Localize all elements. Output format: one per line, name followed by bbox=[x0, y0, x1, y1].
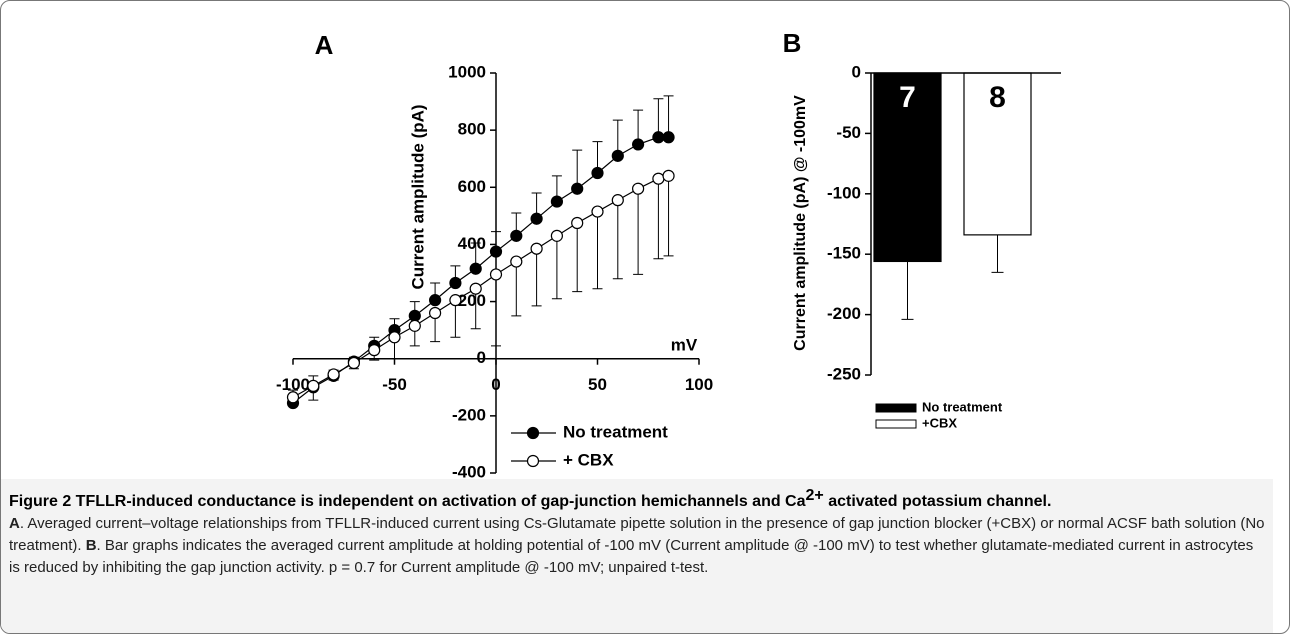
x-tick-label: -100 bbox=[276, 375, 310, 394]
data-point bbox=[550, 229, 564, 242]
data-point bbox=[347, 356, 360, 370]
data-point bbox=[662, 131, 675, 144]
data-point bbox=[510, 229, 523, 242]
y-tick-label: -50 bbox=[836, 123, 861, 142]
data-point bbox=[286, 391, 300, 404]
bar bbox=[873, 72, 942, 263]
data-point bbox=[631, 182, 645, 195]
data-point bbox=[611, 149, 624, 162]
y-tick-label: 0 bbox=[477, 348, 486, 367]
caption-text: B bbox=[85, 537, 97, 554]
charts: A mV Current amplitude (pA) B Current am… bbox=[276, 28, 1061, 479]
x-axis-label: mV bbox=[671, 335, 698, 354]
error-bar bbox=[901, 261, 914, 320]
error-bar bbox=[572, 149, 583, 189]
error-bar bbox=[612, 200, 623, 280]
error-bar bbox=[551, 235, 562, 300]
panel-label: A bbox=[315, 30, 334, 60]
legend-label: No treatment bbox=[922, 399, 1003, 414]
data-point bbox=[307, 379, 320, 392]
x-tick-label: 50 bbox=[588, 375, 607, 394]
error-bar bbox=[511, 261, 522, 317]
data-point bbox=[571, 182, 584, 195]
error-bar bbox=[491, 274, 501, 347]
error-bar bbox=[633, 188, 644, 275]
data-point bbox=[489, 245, 503, 258]
y-tick-label: -200 bbox=[827, 304, 861, 323]
legend-marker bbox=[526, 426, 540, 440]
y-tick-label: -400 bbox=[452, 462, 486, 479]
x-tick-label: 0 bbox=[491, 375, 500, 394]
data-point bbox=[631, 138, 645, 151]
legend-swatch bbox=[875, 403, 917, 413]
data-point bbox=[591, 166, 604, 180]
data-point bbox=[368, 344, 381, 357]
error-bar bbox=[653, 98, 664, 138]
data-point bbox=[591, 205, 604, 218]
x-tick-label: -50 bbox=[382, 375, 407, 394]
error-bar bbox=[663, 95, 674, 138]
data-point bbox=[550, 195, 564, 208]
data-point bbox=[510, 255, 523, 268]
error-bar bbox=[663, 175, 674, 257]
y-axis-label: Current amplitude (pA) bbox=[408, 104, 427, 289]
caption-text: . Bar graphs indicates the averaged curr… bbox=[9, 537, 1254, 576]
data-point bbox=[571, 216, 584, 230]
legend-marker bbox=[526, 454, 540, 468]
data-point bbox=[530, 212, 543, 225]
data-point bbox=[408, 309, 421, 322]
error-bar bbox=[470, 288, 481, 330]
legend-label: +CBX bbox=[922, 415, 957, 430]
y-tick-label: -250 bbox=[827, 364, 861, 383]
caption-title: Figure 2 TFLLR-induced conductance is in… bbox=[9, 493, 806, 510]
error-bar bbox=[592, 211, 603, 290]
data-point bbox=[449, 294, 462, 307]
panel-label: B bbox=[783, 28, 802, 58]
y-tick-label: 0 bbox=[852, 62, 861, 81]
data-point bbox=[327, 368, 340, 381]
legend-label: + CBX bbox=[563, 450, 614, 469]
error-bar bbox=[572, 223, 583, 293]
caption-text: . Averaged current–voltage relationships… bbox=[9, 515, 1265, 554]
y-tick-label: -200 bbox=[452, 405, 486, 424]
bar-annotation: 8 bbox=[989, 81, 1006, 114]
data-point bbox=[652, 172, 665, 185]
caption-text: A bbox=[9, 515, 20, 532]
y-tick-label: -150 bbox=[827, 244, 861, 263]
y-tick-label: -100 bbox=[827, 183, 861, 202]
data-point bbox=[408, 319, 421, 332]
legend-label: No treatment bbox=[563, 422, 668, 441]
error-bar bbox=[450, 300, 461, 338]
data-point bbox=[662, 169, 675, 182]
legend-swatch bbox=[875, 419, 917, 429]
data-point bbox=[530, 242, 543, 255]
error-bar bbox=[531, 248, 542, 307]
y-tick-label: 1000 bbox=[448, 62, 486, 81]
data-point bbox=[469, 282, 482, 295]
error-bar bbox=[991, 234, 1004, 273]
caption: Figure 2 TFLLR-induced conductance is in… bbox=[1, 479, 1273, 633]
data-point bbox=[449, 276, 462, 290]
bar-annotation: 7 bbox=[899, 81, 916, 114]
data-point bbox=[611, 194, 624, 207]
data-point bbox=[489, 268, 503, 281]
error-bar bbox=[653, 178, 664, 260]
caption-title: activated potassium channel. bbox=[823, 493, 1052, 510]
data-point bbox=[469, 262, 482, 275]
x-tick-label: 100 bbox=[685, 375, 713, 394]
caption-title: 2+ bbox=[805, 487, 824, 504]
data-point bbox=[429, 306, 442, 320]
y-tick-label: 600 bbox=[458, 177, 486, 196]
y-tick-label: 200 bbox=[458, 291, 486, 310]
y-axis-label: Current amplitude (pA) @ -100mV bbox=[792, 95, 809, 351]
bar bbox=[963, 72, 1032, 236]
data-point bbox=[388, 331, 401, 344]
data-point bbox=[652, 131, 665, 144]
data-point bbox=[429, 294, 442, 307]
y-tick-label: 800 bbox=[458, 120, 486, 139]
